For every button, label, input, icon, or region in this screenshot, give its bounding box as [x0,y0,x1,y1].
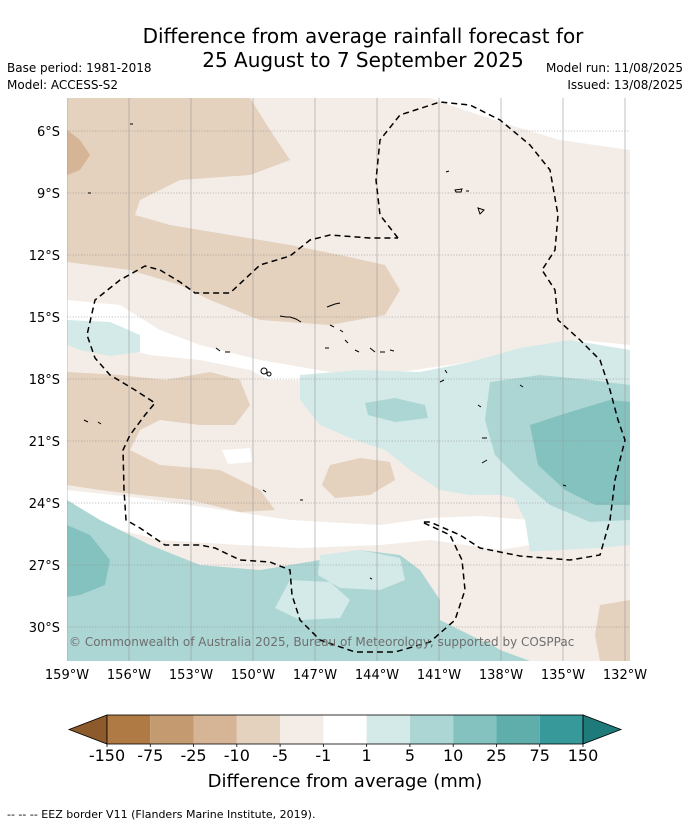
lon-label-150w: 150°W [231,668,275,683]
lon-label-153w: 153°W [169,668,213,683]
lat-label-9s: 9°S [37,187,60,202]
colorbar-tick-label: 1 [362,746,372,765]
colorbar-segment [453,715,497,744]
island-13 [262,489,303,501]
colorbar-tick-label: -10 [224,746,250,765]
colorbar-segment [280,715,324,744]
island-7 [326,302,341,308]
colorbar-segment [107,715,151,744]
drier-patch-se [595,600,630,661]
lon-label-159w: 159°W [45,668,89,683]
wetter-patch-south-2 [318,550,405,590]
wetter-area-se [505,480,630,552]
colorbar-segment [150,715,194,744]
meta-right: Model run: 11/08/2025 Issued: 13/08/2025 [546,60,683,94]
issued-date: Issued: 13/08/2025 [567,78,683,92]
colorbar-tick-label: -1 [315,746,331,765]
colorbar-segment [323,715,367,744]
eez-footnote: -- -- -- EEZ border V11 (Flanders Marine… [7,808,316,821]
wet-patch-1 [365,398,428,422]
island-1 [454,188,463,193]
drier-area-se [430,540,630,661]
lon-gridlines [67,98,626,661]
lat-label-15s: 15°S [29,311,60,326]
lat-label-30s: 30°S [29,621,60,636]
island-11 [439,369,448,383]
much-wetter-area-sw [67,525,110,597]
drier-area-nw [67,98,400,325]
colorbar-segment [539,715,583,744]
island-group-west [83,419,102,425]
lon-label-135w: 135°W [541,668,585,683]
colorbar-tick-label: -75 [137,746,163,765]
colorbar-tick-label: -25 [180,746,206,765]
lat-tick-labels: 6°S 9°S 12°S 15°S 18°S 21°S 24°S 27°S 30… [29,125,60,636]
lon-label-147w: 147°W [293,668,337,683]
colorbar-tick-label: -150 [89,746,125,765]
island-8 [279,315,302,323]
colorbar-extend-high [582,714,623,745]
title-line-2: 25 August to 7 September 2025 [202,48,524,72]
meta-left: Base period: 1981-2018 Model: ACCESS-S2 [7,60,152,94]
colorbar-title: Difference from average (mm) [207,771,483,792]
neutral-patch-1 [222,448,252,464]
lat-label-12s: 12°S [29,249,60,264]
title-line-1: Difference from average rainfall forecas… [142,24,584,48]
island-10 [266,371,272,377]
colorbar-outline [106,714,584,745]
colorbar-extend-low [67,714,108,745]
lat-label-6s: 6°S [37,125,60,140]
lat-label-24s: 24°S [29,497,60,512]
colorbar-tick-label: 150 [568,746,599,765]
lon-label-132w: 132°W [603,668,647,683]
island-group-tuamotu [325,324,349,349]
drier-area-west [67,372,275,512]
island-group-east [477,404,488,464]
wetter-patch-south [275,580,350,620]
model-run: Model run: 11/08/2025 [545,61,683,75]
colorbar: -150 -75 -25 -10 -5 -1 1 5 10 25 75 150 [67,714,623,765]
lon-label-138w: 138°W [479,668,523,683]
lon-label-144w: 144°W [355,668,399,683]
island-group-society [215,347,230,353]
base-period: Base period: 1981-2018 [7,61,152,75]
lon-label-156w: 156°W [107,668,151,683]
colorbar-tick-label: 75 [530,746,550,765]
eez-border [86,101,626,653]
much-wetter-area-east [530,400,630,505]
copyright-notice: © Commonwealth of Australia 2025, Bureau… [69,635,574,649]
colorbar-segment [366,715,410,744]
map-area: © Commonwealth of Australia 2025, Bureau… [67,98,630,661]
island-12 [369,577,373,580]
colorbar-segment [193,715,237,744]
island-group-tuamotu-2 [354,347,395,353]
colorbar-tick-label: -5 [272,746,288,765]
model-name: Model: ACCESS-S2 [7,78,119,92]
lon-label-141w: 141°W [417,668,461,683]
much-drier-area-nw [67,130,90,175]
island-group-east-2 [519,384,567,487]
colorbar-tick-label: 25 [486,746,506,765]
island-9 [260,367,268,375]
colorbar-segment [409,715,454,744]
island-4 [445,170,450,173]
colorbar-segment [496,715,540,744]
colorbar-tick-label: 10 [443,746,463,765]
wetter-area-west [67,320,140,356]
colorbar-segment [236,715,281,744]
lon-tick-labels: 159°W 156°W 153°W 150°W 147°W 144°W 141°… [45,668,647,683]
islands [83,123,567,580]
island-2 [477,207,485,215]
colorbar-tick-label: 5 [405,746,415,765]
lat-label-18s: 18°S [29,373,60,388]
map-title: Difference from average rainfall forecas… [0,24,690,72]
lat-label-27s: 27°S [29,559,60,574]
lat-label-21s: 21°S [29,435,60,450]
neutral-band-south [67,490,630,550]
gridlines [67,98,630,661]
neutral-area-ne [430,98,630,150]
